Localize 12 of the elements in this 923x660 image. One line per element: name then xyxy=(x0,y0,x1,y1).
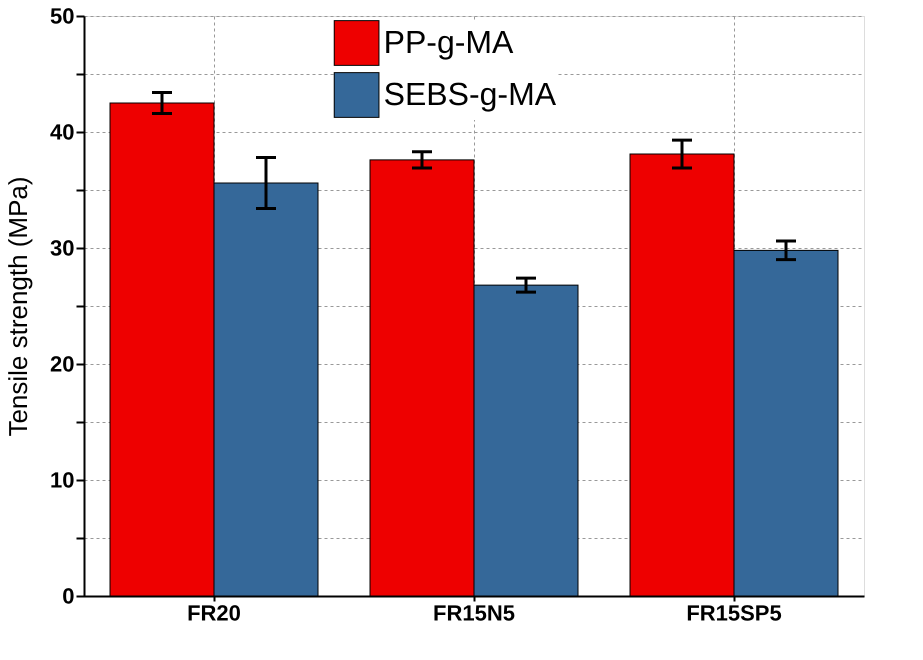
x-tick-label: FR15N5 xyxy=(433,600,515,626)
y-tick-label: 20 xyxy=(50,352,74,376)
y-tick-label: 40 xyxy=(50,120,74,144)
y-tick-label: 10 xyxy=(50,468,74,492)
legend-label: SEBS-g-MA xyxy=(384,76,557,112)
x-tick-label: FR15SP5 xyxy=(686,600,782,626)
legend-label: PP-g-MA xyxy=(384,24,514,60)
y-axis-title: Tensile strength (MPa) xyxy=(3,176,34,437)
x-tick-label: FR20 xyxy=(187,600,241,626)
y-tick-label: 50 xyxy=(50,4,74,28)
y-tick-label: 30 xyxy=(50,236,74,260)
y-tick-label: 0 xyxy=(62,584,74,608)
